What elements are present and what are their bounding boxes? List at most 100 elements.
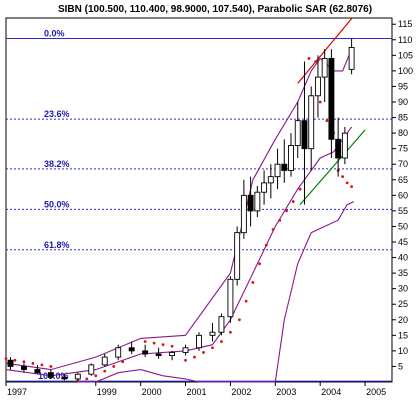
x-tick-label: 2004 xyxy=(321,387,341,397)
candle xyxy=(240,179,247,239)
y-tick-label: 80 xyxy=(398,128,408,138)
candle-body xyxy=(240,194,247,234)
sar-dot xyxy=(307,57,311,60)
candle xyxy=(47,369,54,379)
candle-body xyxy=(267,176,274,184)
sar-dot xyxy=(121,360,125,364)
trendline-green xyxy=(299,129,366,206)
candle-body xyxy=(142,350,149,355)
fib-label: 61.8% xyxy=(44,240,70,250)
candle-body xyxy=(274,163,281,178)
sar-dot xyxy=(161,343,165,347)
x-tick-label: 1997 xyxy=(7,387,27,397)
y-tick-label: 55 xyxy=(398,206,408,216)
sar-dot xyxy=(31,361,35,365)
candle-body xyxy=(209,331,216,336)
candle-body xyxy=(196,334,202,349)
sar-dot xyxy=(13,358,17,362)
sar-dot xyxy=(285,209,288,213)
y-tick-label: 5 xyxy=(398,361,403,371)
candle xyxy=(274,148,281,190)
x-tick-label: 2000 xyxy=(142,387,162,397)
y-tick-label: 15 xyxy=(398,330,408,340)
candle xyxy=(341,126,348,165)
sar-dot xyxy=(341,175,345,179)
sar-dot xyxy=(271,228,275,231)
sar-dot xyxy=(170,344,174,348)
y-tick-label: 105 xyxy=(398,50,413,60)
sar-dot xyxy=(49,365,53,368)
sar-dot xyxy=(112,365,116,368)
candle-body xyxy=(348,46,355,70)
chart-title: SIBN (100.500, 110.400, 98.9000, 107.540… xyxy=(58,4,372,15)
sar-dot xyxy=(202,351,205,354)
candle-body xyxy=(61,376,68,380)
candle xyxy=(88,363,95,376)
candle-body xyxy=(281,163,288,171)
fib-label: 38.2% xyxy=(44,159,70,169)
sar-dot xyxy=(318,100,322,104)
sar-dot xyxy=(94,374,98,378)
candle xyxy=(281,139,288,183)
y-tick-label: 90 xyxy=(398,97,408,107)
candle-body xyxy=(88,364,95,375)
candle-body xyxy=(328,57,335,140)
x-tick-label: 1999 xyxy=(97,387,117,397)
candle-body xyxy=(341,132,348,159)
sar-dot xyxy=(264,243,268,247)
sar-dot xyxy=(298,187,302,191)
candle-body xyxy=(288,145,294,171)
y-tick-label: 20 xyxy=(398,315,408,325)
candle-body xyxy=(247,194,254,212)
candle-body xyxy=(234,232,241,280)
candle-body xyxy=(227,278,234,318)
y-tick-label: 75 xyxy=(398,144,408,154)
candle xyxy=(308,86,315,171)
candle-body xyxy=(34,369,41,374)
candle xyxy=(321,49,328,102)
sar-dot xyxy=(350,185,354,189)
candle xyxy=(227,276,234,323)
y-tick-label: 65 xyxy=(398,175,408,185)
fib-label: 23.6% xyxy=(44,109,70,119)
sar-dot xyxy=(143,340,147,343)
y-tick-label: 50 xyxy=(398,221,408,231)
y-tick-label: 25 xyxy=(398,299,408,309)
candle-body xyxy=(254,191,261,212)
sar-dot xyxy=(22,360,26,364)
candle-body xyxy=(218,316,225,333)
y-tick-label: 40 xyxy=(398,253,408,263)
fib-label: 0.0% xyxy=(44,29,65,39)
candle xyxy=(267,164,274,199)
sar-dot xyxy=(345,181,349,185)
y-tick-label: 35 xyxy=(398,268,408,278)
candle xyxy=(101,354,108,367)
candle xyxy=(234,226,241,286)
candle xyxy=(21,363,27,373)
candle xyxy=(155,347,162,359)
candle xyxy=(254,186,261,218)
sar-dot xyxy=(325,119,329,123)
y-tick-label: 110 xyxy=(398,35,412,45)
candle xyxy=(74,372,81,381)
candle xyxy=(314,55,321,118)
candle xyxy=(294,102,301,158)
sar-dot xyxy=(211,346,214,350)
candle xyxy=(218,313,225,336)
candle-body xyxy=(115,347,122,358)
sar-dot xyxy=(244,299,248,303)
sar-dot xyxy=(258,262,261,266)
sar-dot xyxy=(4,357,8,361)
y-tick-label: 85 xyxy=(398,113,408,123)
candle-body xyxy=(294,120,301,147)
fib-label: 50.0% xyxy=(44,199,70,209)
x-tick-label: 2002 xyxy=(231,387,251,397)
candle-body xyxy=(314,76,321,97)
sar-dot xyxy=(184,358,187,362)
sar-dot xyxy=(229,330,232,334)
candle xyxy=(261,170,268,205)
y-tick-label: 100 xyxy=(398,66,413,76)
y-tick-label: 30 xyxy=(398,284,408,294)
candle-body xyxy=(101,356,108,366)
